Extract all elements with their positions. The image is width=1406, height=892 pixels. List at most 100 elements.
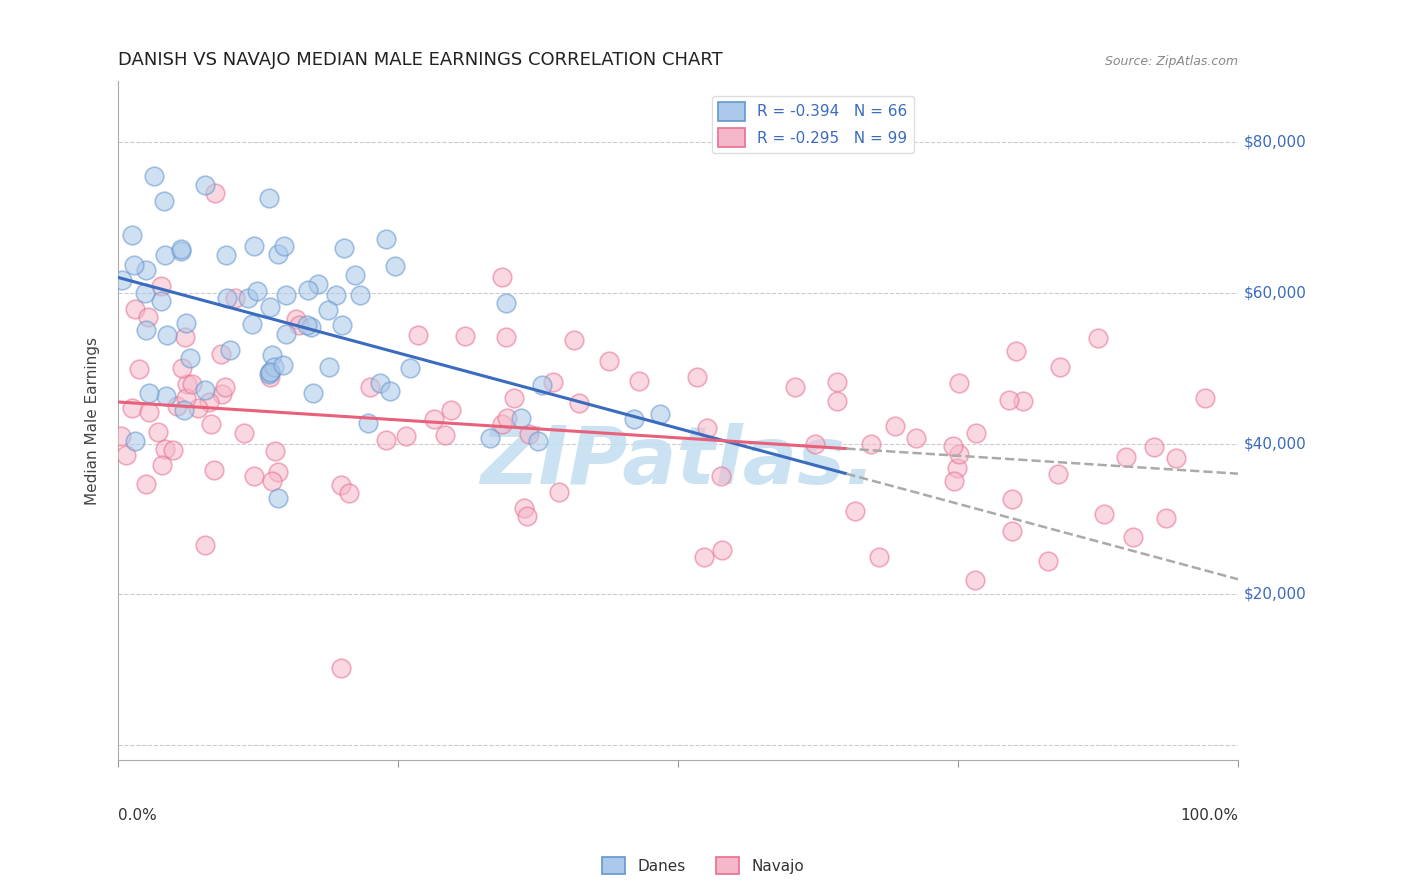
Point	[214, 380, 236, 394]
Point	[236, 291, 259, 305]
Point	[166, 399, 188, 413]
Point	[259, 365, 281, 379]
Point	[128, 362, 150, 376]
Point	[295, 318, 318, 332]
Point	[454, 329, 477, 343]
Legend: Danes, Navajo: Danes, Navajo	[596, 851, 810, 880]
Point	[1046, 467, 1069, 481]
Point	[547, 485, 569, 500]
Point	[149, 278, 172, 293]
Point	[368, 376, 391, 390]
Point	[276, 326, 298, 341]
Text: Source: ZipAtlas.com: Source: ZipAtlas.com	[1105, 54, 1239, 68]
Point	[374, 232, 396, 246]
Point	[942, 439, 965, 453]
Point	[491, 270, 513, 285]
Point	[384, 259, 406, 273]
Point	[948, 376, 970, 390]
Point	[200, 417, 222, 431]
Point	[844, 504, 866, 518]
Point	[121, 401, 143, 415]
Point	[693, 550, 716, 565]
Point	[114, 448, 136, 462]
Point	[1012, 394, 1035, 409]
Point	[408, 328, 430, 343]
Point	[259, 365, 281, 379]
Point	[710, 469, 733, 483]
Point	[152, 458, 174, 472]
Point	[273, 239, 295, 253]
Point	[173, 403, 195, 417]
Point	[224, 291, 246, 305]
Point	[135, 477, 157, 491]
Point	[176, 376, 198, 391]
Point	[153, 248, 176, 262]
Point	[868, 549, 890, 564]
Point	[299, 320, 322, 334]
Point	[378, 384, 401, 399]
Point	[503, 391, 526, 405]
Text: ZIPatlas.: ZIPatlas.	[481, 423, 876, 500]
Point	[711, 542, 734, 557]
Point	[562, 334, 585, 348]
Point	[180, 377, 202, 392]
Text: 100.0%: 100.0%	[1180, 808, 1239, 823]
Point	[359, 380, 381, 394]
Point	[187, 401, 209, 416]
Point	[260, 474, 283, 488]
Point	[259, 300, 281, 314]
Point	[194, 384, 217, 398]
Text: $40,000: $40,000	[1244, 436, 1306, 451]
Point	[135, 323, 157, 337]
Point	[263, 359, 285, 374]
Point	[284, 312, 307, 326]
Point	[1156, 510, 1178, 524]
Point	[146, 425, 169, 439]
Point	[948, 446, 970, 460]
Point	[965, 426, 987, 441]
Point	[325, 288, 347, 302]
Point	[202, 463, 225, 477]
Point	[267, 491, 290, 505]
Point	[170, 360, 193, 375]
Point	[945, 461, 967, 475]
Point	[219, 343, 242, 357]
Point	[1092, 507, 1115, 521]
Point	[686, 369, 709, 384]
Point	[111, 273, 134, 287]
Point	[1001, 524, 1024, 539]
Point	[998, 392, 1021, 407]
Point	[162, 442, 184, 457]
Point	[271, 358, 294, 372]
Point	[965, 573, 987, 587]
Point	[495, 411, 517, 425]
Point	[942, 474, 965, 488]
Point	[434, 427, 457, 442]
Point	[307, 277, 329, 292]
Point	[152, 194, 174, 209]
Point	[495, 330, 517, 344]
Point	[262, 347, 284, 361]
Point	[1005, 344, 1028, 359]
Legend: R = -0.394   N = 66, R = -0.295   N = 99: R = -0.394 N = 66, R = -0.295 N = 99	[711, 95, 914, 153]
Point	[138, 310, 160, 324]
Point	[316, 303, 339, 318]
Point	[1001, 492, 1024, 507]
Point	[243, 469, 266, 483]
Point	[337, 486, 360, 500]
Point	[174, 330, 197, 344]
Point	[211, 347, 233, 361]
Point	[344, 268, 367, 282]
Point	[423, 412, 446, 426]
Point	[650, 407, 672, 421]
Point	[259, 370, 281, 384]
Point	[905, 431, 928, 445]
Point	[330, 318, 353, 333]
Point	[827, 375, 849, 389]
Text: DANISH VS NAVAJO MEDIAN MALE EARNINGS CORRELATION CHART: DANISH VS NAVAJO MEDIAN MALE EARNINGS CO…	[118, 51, 723, 69]
Y-axis label: Median Male Earnings: Median Male Earnings	[86, 337, 100, 505]
Point	[395, 428, 418, 442]
Point	[627, 374, 650, 388]
Point	[399, 360, 422, 375]
Point	[135, 263, 157, 277]
